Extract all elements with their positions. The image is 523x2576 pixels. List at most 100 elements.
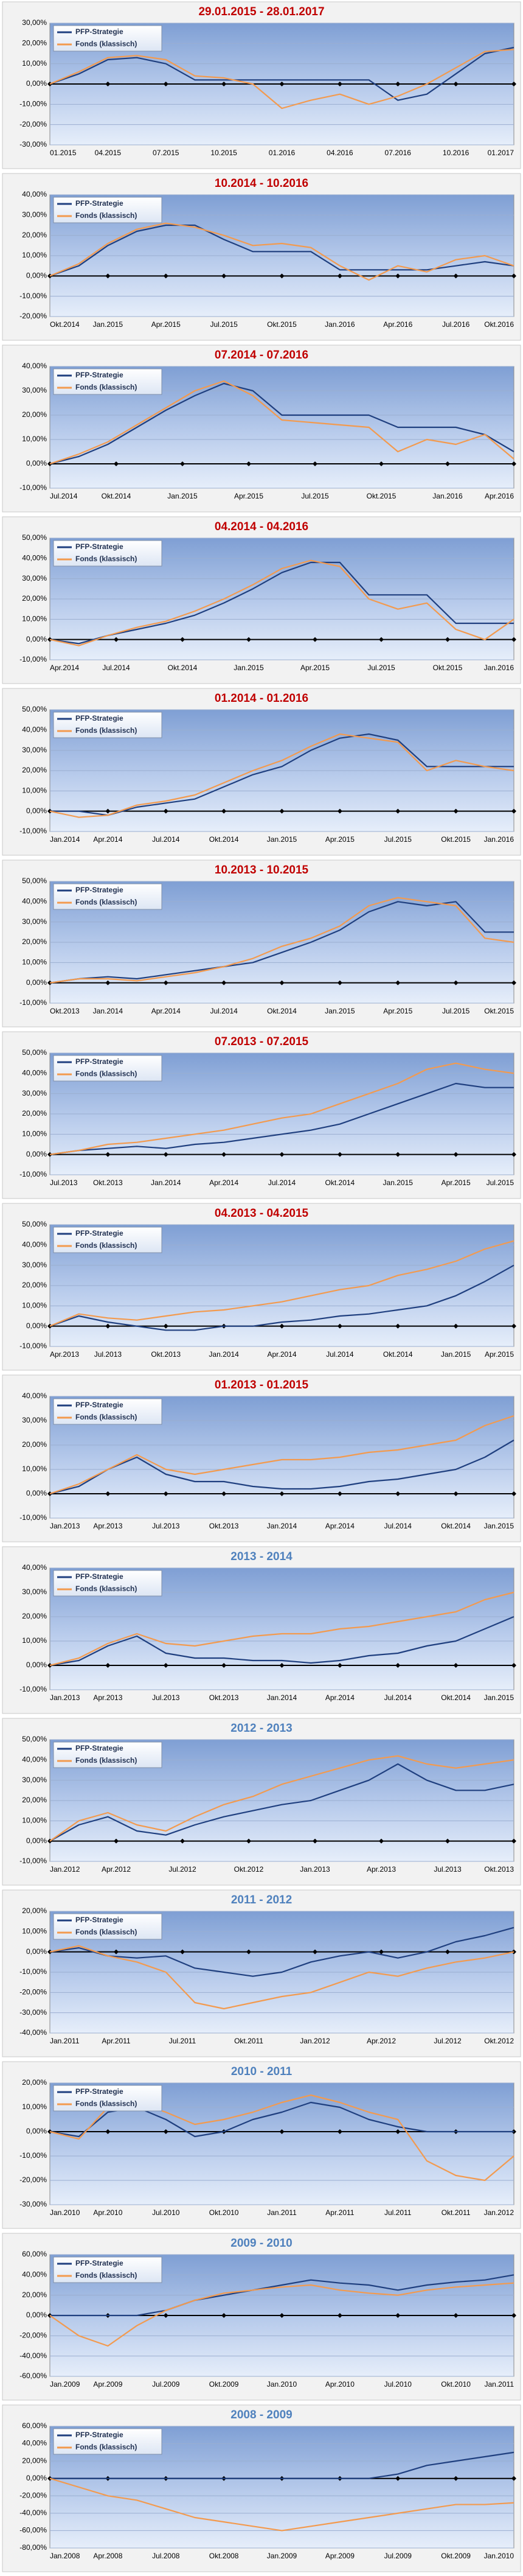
- x-tick-label: Okt.2008: [209, 2552, 239, 2560]
- axis-marker: [395, 1663, 401, 1668]
- x-tick-label: Jul.2014: [102, 663, 130, 672]
- y-tick-label: 20,00%: [22, 1440, 47, 1449]
- x-tick-label: Apr.2009: [93, 2380, 122, 2389]
- axis-marker: [453, 1323, 459, 1329]
- legend-box: [53, 2428, 162, 2455]
- axis-marker: [395, 980, 401, 985]
- x-tick-label: Jan.2014: [267, 1522, 297, 1530]
- y-tick-label: 20,00%: [22, 2291, 47, 2299]
- x-tick-label: Okt.2015: [484, 1007, 514, 1015]
- axis-marker: [279, 1663, 285, 1668]
- y-tick-label: -10,00%: [19, 2151, 47, 2160]
- x-tick-label: Apr.2014: [209, 1178, 238, 1187]
- x-tick-label: Jan.2010: [267, 2380, 297, 2389]
- y-tick-label: 10,00%: [22, 786, 47, 795]
- legend-label: Fonds (klassisch): [75, 1756, 137, 1765]
- y-tick-label: 10,00%: [22, 1816, 47, 1825]
- chart-title: 29.01.2015 - 28.01.2017: [198, 5, 324, 18]
- legend-box: [53, 1227, 162, 1253]
- axis-marker: [453, 273, 459, 279]
- y-tick-label: 40,00%: [22, 726, 47, 734]
- y-tick-label: -30,00%: [19, 140, 47, 149]
- y-tick-label: 0,00%: [26, 2474, 47, 2482]
- y-tick-label: -60,00%: [19, 2371, 47, 2380]
- x-tick-label: Apr.2014: [325, 1693, 355, 1702]
- chart-title: 2013 - 2014: [230, 1550, 293, 1563]
- axis-marker: [337, 808, 342, 814]
- y-tick-label: 10,00%: [22, 251, 47, 259]
- legend-label: PFP-Strategie: [75, 1057, 123, 1066]
- y-tick-label: 20,00%: [22, 937, 47, 946]
- y-tick-label: 30,00%: [22, 917, 47, 926]
- y-tick-label: 0,00%: [26, 79, 47, 88]
- y-tick-label: -40,00%: [19, 2028, 47, 2037]
- y-tick-label: 30,00%: [22, 211, 47, 219]
- x-tick-label: Jul.2012: [168, 1865, 196, 1874]
- x-tick-label: Jan.2015: [93, 320, 123, 329]
- axis-marker: [114, 637, 119, 642]
- axis-marker: [279, 1152, 285, 1157]
- x-tick-label: Apr.2015: [325, 835, 355, 844]
- series-line: [49, 49, 514, 110]
- y-tick-label: -30,00%: [19, 2008, 47, 2017]
- axis-marker: [246, 461, 251, 466]
- x-tick-label: Okt.2009: [209, 2380, 239, 2389]
- y-tick-label: 20,00%: [22, 1906, 47, 1915]
- axis-marker: [453, 1152, 459, 1157]
- x-tick-label: Jul.2008: [152, 2552, 180, 2560]
- x-tick-label: Apr.2010: [325, 2380, 355, 2389]
- series-line: [49, 380, 514, 465]
- axis-marker: [279, 1323, 285, 1329]
- y-tick-label: 0,00%: [26, 635, 47, 643]
- y-tick-label: 0,00%: [26, 1150, 47, 1158]
- x-tick-label: Jan.2012: [50, 1865, 80, 1874]
- x-tick-label: Jul.2011: [169, 2037, 196, 2045]
- x-tick-label: Jul.2014: [326, 1350, 354, 1359]
- axis-marker: [337, 980, 342, 985]
- x-tick-label: Jan.2013: [300, 1865, 330, 1874]
- axis-marker: [163, 808, 168, 814]
- chart-title: 2012 - 2013: [230, 1722, 292, 1735]
- chart-title: 2011 - 2012: [231, 1894, 292, 1906]
- x-tick-label: Okt.2011: [234, 2037, 263, 2045]
- x-tick-label: Apr.2015: [442, 1178, 471, 1187]
- y-tick-label: -30,00%: [19, 2200, 47, 2208]
- axis-marker: [511, 2476, 516, 2481]
- axis-marker: [180, 1949, 185, 1955]
- x-tick-label: 04.2015: [95, 149, 122, 157]
- x-tick-label: Jul.2011: [384, 2208, 412, 2217]
- chart-title: 07.2013 - 07.2015: [215, 1035, 309, 1048]
- axis-marker: [337, 1152, 342, 1157]
- y-tick-label: 0,00%: [26, 807, 47, 815]
- axis-marker: [511, 1663, 516, 1668]
- x-tick-label: Jan.2015: [484, 1522, 514, 1530]
- axis-marker: [445, 1838, 450, 1844]
- y-tick-label: 0,00%: [26, 1321, 47, 1330]
- x-tick-label: Okt.2014: [441, 1693, 471, 1702]
- y-tick-label: 0,00%: [26, 2127, 47, 2135]
- axis-marker: [246, 1949, 251, 1955]
- x-tick-label: Apr.2012: [367, 2037, 396, 2045]
- x-tick-label: 10.2016: [443, 149, 469, 157]
- axis-marker: [395, 82, 401, 86]
- y-tick-label: 10,00%: [22, 1130, 47, 1138]
- axis-marker: [511, 980, 516, 985]
- legend-box: [53, 1570, 162, 1597]
- y-tick-label: 20,00%: [22, 2456, 47, 2465]
- y-tick-label: 20,00%: [22, 1109, 47, 1118]
- legend-label: Fonds (klassisch): [75, 211, 137, 220]
- series-line: [49, 1264, 514, 1331]
- x-tick-label: Apr.2016: [485, 492, 514, 500]
- chart-title: 10.2014 - 10.2016: [215, 177, 308, 190]
- legend-label: PFP-Strategie: [75, 1744, 123, 1752]
- legend-label: Fonds (klassisch): [75, 2099, 137, 2108]
- y-tick-label: 20,00%: [22, 1796, 47, 1804]
- y-tick-label: 10,00%: [22, 1301, 47, 1310]
- series-line: [49, 46, 514, 101]
- y-tick-label: 0,00%: [26, 2311, 47, 2319]
- y-tick-label: 20,00%: [22, 594, 47, 603]
- axis-marker: [246, 637, 251, 642]
- legend-box: [53, 2085, 162, 2112]
- x-tick-label: 01.2015: [50, 149, 77, 157]
- series-line: [49, 1591, 514, 1667]
